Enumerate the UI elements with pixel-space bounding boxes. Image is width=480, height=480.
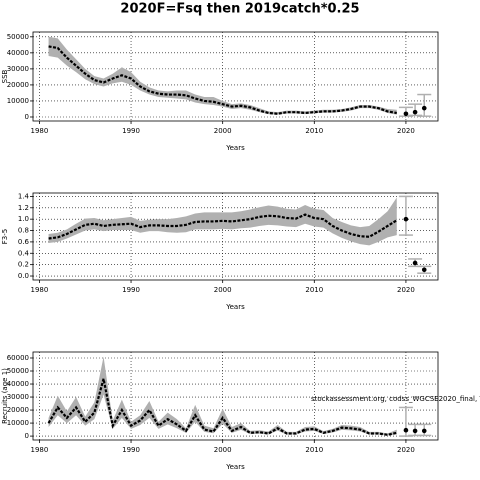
estimate-line (48, 213, 398, 240)
annotation: stockassessment.org, codss_WGCSE2020_fin… (311, 395, 480, 403)
x-tick-label: 2000 (214, 446, 232, 454)
y-tick-label: 1.0 (18, 215, 29, 223)
x-tick-label: 1990 (122, 127, 140, 135)
x-tick-label: 2000 (214, 127, 232, 135)
confidence-band (48, 36, 397, 115)
forecast-point (421, 428, 427, 434)
y-tick-label: 10000 (7, 97, 29, 105)
plot-frame (32, 351, 439, 441)
y-tick-label: 40000 (7, 49, 29, 57)
y-tick-label: 50000 (7, 367, 29, 375)
y-tick-label: 30000 (7, 65, 29, 73)
x-tick-label: 1980 (30, 286, 48, 294)
x-axis-label: Years (225, 463, 245, 471)
x-tick-label: 1980 (30, 127, 48, 135)
x-tick-label: 2010 (305, 446, 323, 454)
y-tick-label: 10000 (7, 419, 29, 427)
forecast-point (412, 428, 418, 434)
confidence-band (48, 197, 397, 246)
plot-frame (32, 31, 439, 122)
x-axis-label: Years (225, 144, 245, 152)
x-axis-label: Years (225, 303, 245, 311)
y-tick-label: 0 (25, 432, 29, 440)
x-tick-label: 2020 (397, 446, 415, 454)
estimate-line (47, 378, 397, 436)
x-tick-label: 1990 (122, 286, 140, 294)
y-tick-label: 0 (25, 113, 29, 121)
y-tick-label: 20000 (7, 406, 29, 414)
estimate-line (48, 45, 397, 115)
y-tick-label: 0.2 (18, 261, 29, 269)
y-tick-label: 1.4 (18, 192, 30, 200)
x-tick-label: 2020 (397, 127, 415, 135)
plot-frame (32, 192, 439, 281)
x-tick-label: 2020 (397, 286, 415, 294)
y-tick-label: 60000 (7, 354, 29, 362)
y-tick-label: 0.8 (18, 227, 29, 235)
forecast-point (403, 427, 409, 433)
y-tick-label: 0.0 (18, 272, 29, 280)
forecast-point (421, 105, 427, 111)
y-tick-label: 0.4 (18, 249, 30, 257)
x-tick-label: 2010 (305, 286, 323, 294)
forecast-point (421, 267, 427, 273)
y-axis-label: Recruits (age 1) (1, 368, 9, 424)
forecast-point (412, 109, 418, 115)
y-tick-label: 30000 (7, 393, 29, 401)
forecast-point (412, 260, 418, 266)
y-tick-label: 50000 (7, 33, 29, 41)
y-tick-label: 1.2 (18, 204, 29, 212)
x-tick-label: 2010 (305, 127, 323, 135)
x-tick-label: 1990 (122, 446, 140, 454)
x-tick-label: 2000 (214, 286, 232, 294)
x-tick-label: 1980 (30, 446, 48, 454)
y-tick-label: 20000 (7, 81, 29, 89)
y-tick-label: 0.6 (18, 238, 30, 246)
chart-title: 2020F=Fsq then 2019catch*0.25 (120, 2, 359, 17)
y-axis-label: F3-5 (1, 229, 9, 244)
y-tick-label: 40000 (7, 380, 29, 388)
forecast-point (403, 216, 409, 222)
y-axis-label: SSB (1, 69, 9, 83)
forecast-point (403, 111, 409, 117)
